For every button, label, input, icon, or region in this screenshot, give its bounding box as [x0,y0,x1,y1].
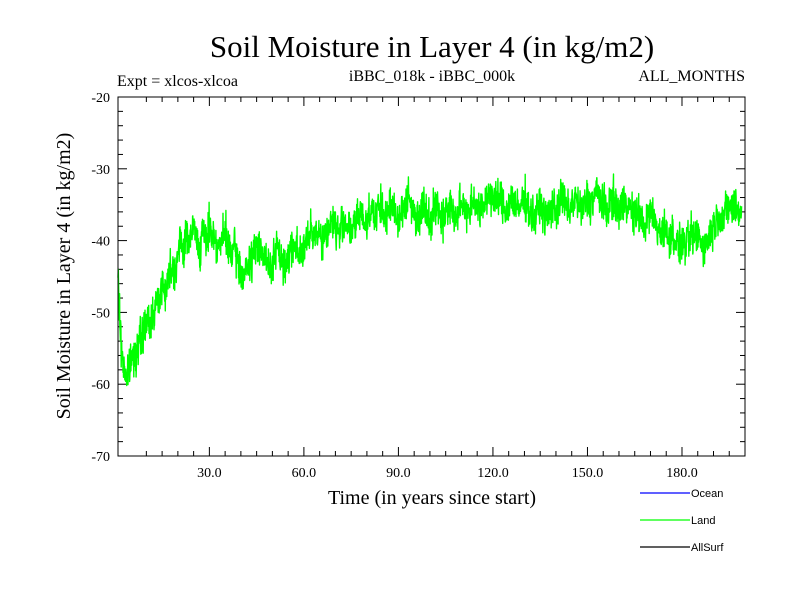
y-tick-label: -50 [91,306,110,321]
series-group [117,173,743,387]
axis-ticks: 30.0 60.0 90.0 120.0 150.0 180.0 -70 -60 -50 -40 -… [91,91,745,481]
x-tick-label: 150.0 [572,466,604,481]
y-tick-label: -40 [91,235,110,250]
subtitle-left: Expt = xlcos-xlcoa [117,73,238,90]
legend-label-allsurf: AllSurf [691,542,724,554]
y-tick-label: -20 [91,91,110,106]
x-axis-label: Time (in years since start) [328,487,536,509]
legend-label-ocean: Ocean [691,488,723,500]
legend: Ocean Land AllSurf [640,488,724,554]
y-tick-label: -70 [91,450,110,465]
y-tick-label: -60 [91,378,110,393]
x-tick-label: 180.0 [666,466,698,481]
x-tick-label: 60.0 [292,466,317,481]
chart-title: Soil Moisture in Layer 4 (in kg/m2) [210,29,654,64]
y-axis-label: Soil Moisture in Layer 4 (in kg/m2) [53,133,75,420]
subtitle-center: iBBC_018k - iBBC_000k [349,68,515,85]
x-tick-label: 90.0 [386,466,411,481]
legend-label-land: Land [691,515,715,527]
series-line-land [117,173,743,387]
x-tick-label: 30.0 [197,466,222,481]
plot-frame [117,96,746,457]
y-tick-label: -30 [91,163,110,178]
x-tick-label: 120.0 [477,466,509,481]
subtitle-right: ALL_MONTHS [638,68,745,85]
